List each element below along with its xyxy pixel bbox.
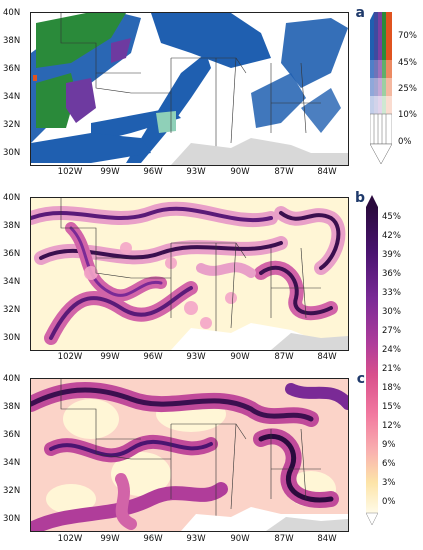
colorbar-tick: 3%	[382, 478, 396, 488]
lat-label: 32N	[3, 486, 21, 496]
lon-label: 90W	[230, 352, 250, 362]
colorbar-tick: 39%	[382, 250, 401, 260]
panel-label: a	[355, 5, 365, 21]
lon-label: 93W	[186, 534, 206, 544]
panel-label: b	[354, 190, 365, 206]
colorbar-tick: 33%	[382, 288, 401, 298]
lon-label: 99W	[100, 534, 120, 544]
lon-label: 96W	[143, 352, 163, 362]
panel-b: 40N 38N 36N 34N 32N 30N 102W 99W 96W 93W…	[0, 185, 423, 365]
colorbar-tick: 10%	[398, 110, 417, 120]
lon-label: 96W	[143, 167, 163, 177]
lon-label: 102W	[57, 167, 83, 177]
panel-a: 40N 38N 36N 34N 32N 30N 102W 99W 96W 93W…	[0, 0, 423, 180]
lon-label: 87W	[274, 167, 294, 177]
lat-label: 38N	[3, 221, 21, 231]
colorbar-a	[370, 12, 392, 167]
colorbar-tick: 36%	[382, 269, 401, 279]
colorbar-tick: 45%	[382, 212, 401, 222]
lon-label: 93W	[186, 167, 206, 177]
lat-label: 38N	[3, 36, 21, 46]
lon-label: 84W	[317, 352, 337, 362]
lon-label: 90W	[230, 534, 250, 544]
colorbar-tick: 27%	[382, 326, 401, 336]
lon-label: 102W	[57, 534, 83, 544]
colorbar-tick: 24%	[382, 345, 401, 355]
map-a	[30, 12, 349, 166]
colorbar-tick: 70%	[398, 31, 417, 41]
lat-label: 34N	[3, 458, 21, 468]
lat-label: 34N	[3, 92, 21, 102]
lat-label: 34N	[3, 277, 21, 287]
colorbar-tick: 42%	[382, 231, 401, 241]
colorbar-tick: 25%	[398, 84, 417, 94]
lat-label: 36N	[3, 249, 21, 259]
lon-label: 93W	[186, 352, 206, 362]
lat-label: 40N	[3, 374, 21, 384]
lat-label: 40N	[3, 8, 21, 18]
lon-label: 87W	[274, 534, 294, 544]
colorbar-tick: 21%	[382, 364, 401, 374]
colorbar-tick: 0%	[382, 497, 396, 507]
lon-label: 87W	[274, 352, 294, 362]
lat-label: 32N	[3, 305, 21, 315]
colorbar-bc	[366, 195, 378, 525]
lat-label: 36N	[3, 430, 21, 440]
lon-label: 99W	[100, 167, 120, 177]
lat-label: 38N	[3, 402, 21, 412]
lon-label: 84W	[317, 167, 337, 177]
colorbar-tick: 30%	[382, 307, 401, 317]
lon-label: 90W	[230, 167, 250, 177]
lat-label: 36N	[3, 64, 21, 74]
colorbar-tick: 6%	[382, 459, 396, 469]
lat-label: 40N	[3, 193, 21, 203]
lon-label: 99W	[100, 352, 120, 362]
lat-label: 30N	[3, 333, 21, 343]
colorbar-tick: 15%	[382, 402, 401, 412]
lat-label: 30N	[3, 514, 21, 524]
lat-label: 32N	[3, 120, 21, 130]
colorbar-tick: 9%	[382, 440, 396, 450]
lon-label: 102W	[57, 352, 83, 362]
lon-label: 84W	[317, 534, 337, 544]
colorbar-tick: 0%	[398, 137, 412, 147]
colorbar-tick: 12%	[382, 421, 401, 431]
lat-label: 30N	[3, 148, 21, 158]
colorbar-tick: 18%	[382, 383, 401, 393]
lon-label: 96W	[143, 534, 163, 544]
map-b	[30, 197, 349, 351]
panel-label: c	[356, 371, 365, 387]
panel-c: 40N 38N 36N 34N 32N 30N 102W 99W 96W 93W…	[0, 368, 423, 550]
colorbar-tick: 45%	[398, 58, 417, 68]
map-c	[30, 378, 349, 532]
